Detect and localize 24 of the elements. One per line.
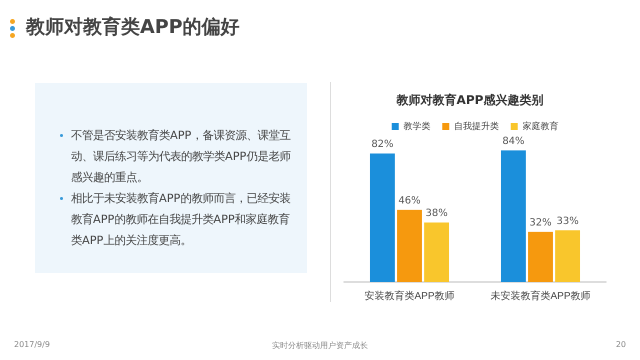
text: 教师对教育类APP的偏好 (26, 15, 240, 40)
text: 2017/9/9 (14, 340, 50, 349)
text: 实时分析驱动用户资产成长 (272, 341, 368, 350)
legend-label: 自我提升类 (454, 120, 499, 131)
data-label: 33% (556, 216, 579, 227)
bar (397, 210, 422, 282)
bar (500, 150, 526, 282)
data-label: 82% (371, 139, 394, 150)
text: 相比于未安装教育APP的教师而言，已经安装教育APP的教师在自我提升类APP和家庭教育类APP上的关注度更高。 (71, 191, 292, 249)
bar (424, 222, 450, 282)
bar (528, 232, 553, 282)
text: 不管是否安装教育类APP，备课资源、课堂互动、课后练习等为代表的教学类APP仍是老师感兴趣的重点。 (71, 128, 292, 186)
bar (370, 154, 395, 282)
data-label: 38% (425, 208, 448, 220)
bar (555, 230, 580, 282)
text: 20 (616, 340, 626, 349)
data-label: 32% (529, 217, 552, 228)
x-tick-label: 未安装教育类APP教师 (490, 290, 591, 302)
chart-subtitle: 教师对教育APP感兴趣类别 (395, 92, 544, 109)
data-label: 84% (502, 136, 525, 147)
legend-label: 教学类 (403, 120, 430, 131)
legend-label: 家庭教育 (522, 120, 558, 131)
x-tick-label: 安装教育类APP教师 (364, 290, 455, 302)
data-label: 46% (398, 196, 421, 207)
